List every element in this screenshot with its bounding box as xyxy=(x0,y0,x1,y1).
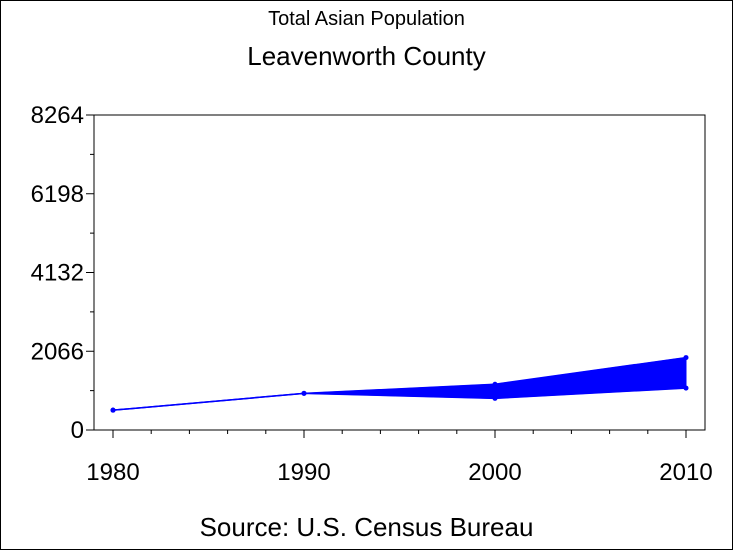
x-tick-label: 2000 xyxy=(468,459,521,486)
x-tick-label: 1980 xyxy=(86,459,139,486)
series-line-2 xyxy=(112,387,687,411)
data-point xyxy=(492,381,498,387)
y-tick-label: 2066 xyxy=(31,338,84,365)
data-point xyxy=(683,355,689,361)
chart-source-note: Source: U.S. Census Bureau xyxy=(199,512,534,542)
data-point xyxy=(301,390,307,396)
y-tick-label: 8264 xyxy=(31,102,84,129)
y-tick-label: 4132 xyxy=(31,260,84,287)
data-point xyxy=(492,395,498,401)
data-point xyxy=(683,385,689,391)
x-tick-label: 1990 xyxy=(277,459,330,486)
y-tick-label: 0 xyxy=(71,417,84,444)
chart-subtitle: Leavenworth County xyxy=(247,41,486,71)
chart-title: Total Asian Population xyxy=(268,8,465,30)
x-tick-label: 2010 xyxy=(659,459,712,486)
y-tick-label: 6198 xyxy=(31,181,84,208)
data-point xyxy=(110,407,116,413)
